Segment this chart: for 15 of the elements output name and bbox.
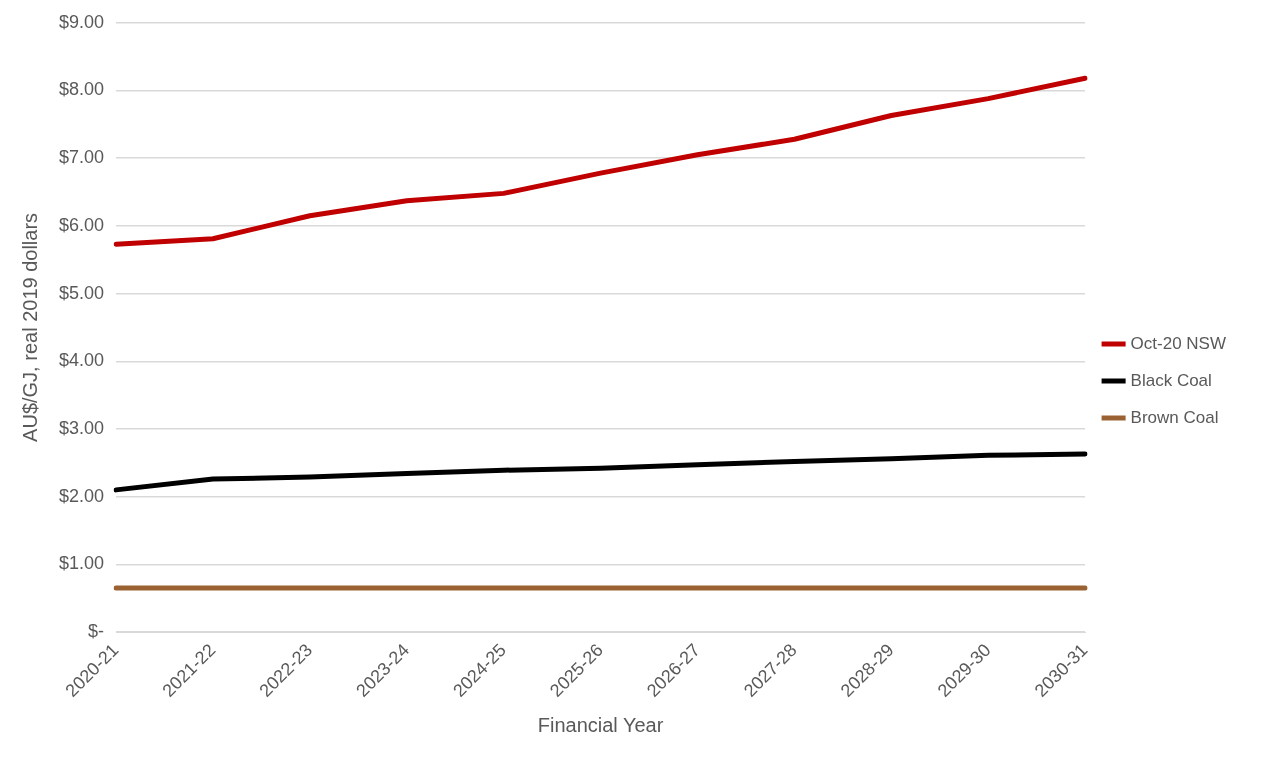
y-tick-label: $6.00 <box>59 214 105 235</box>
y-tick-label: $9.00 <box>59 11 105 32</box>
y-tick-label: $- <box>88 620 105 641</box>
y-tick-label: $1.00 <box>59 553 105 574</box>
y-tick-label: $4.00 <box>59 350 105 371</box>
y-axis-title: AU$/GJ, real 2019 dollars <box>18 212 41 442</box>
legend-label: Brown Coal <box>1130 407 1219 427</box>
legend-label: Black Coal <box>1130 370 1212 390</box>
y-tick-label: $7.00 <box>59 147 105 168</box>
y-tick-label: $5.00 <box>59 282 105 303</box>
y-tick-label: $8.00 <box>59 79 105 100</box>
legend-label: Oct-20 NSW <box>1130 333 1227 353</box>
y-tick-label: $2.00 <box>59 485 105 506</box>
x-axis-title: Financial Year <box>537 713 664 736</box>
y-tick-label: $3.00 <box>59 417 105 438</box>
